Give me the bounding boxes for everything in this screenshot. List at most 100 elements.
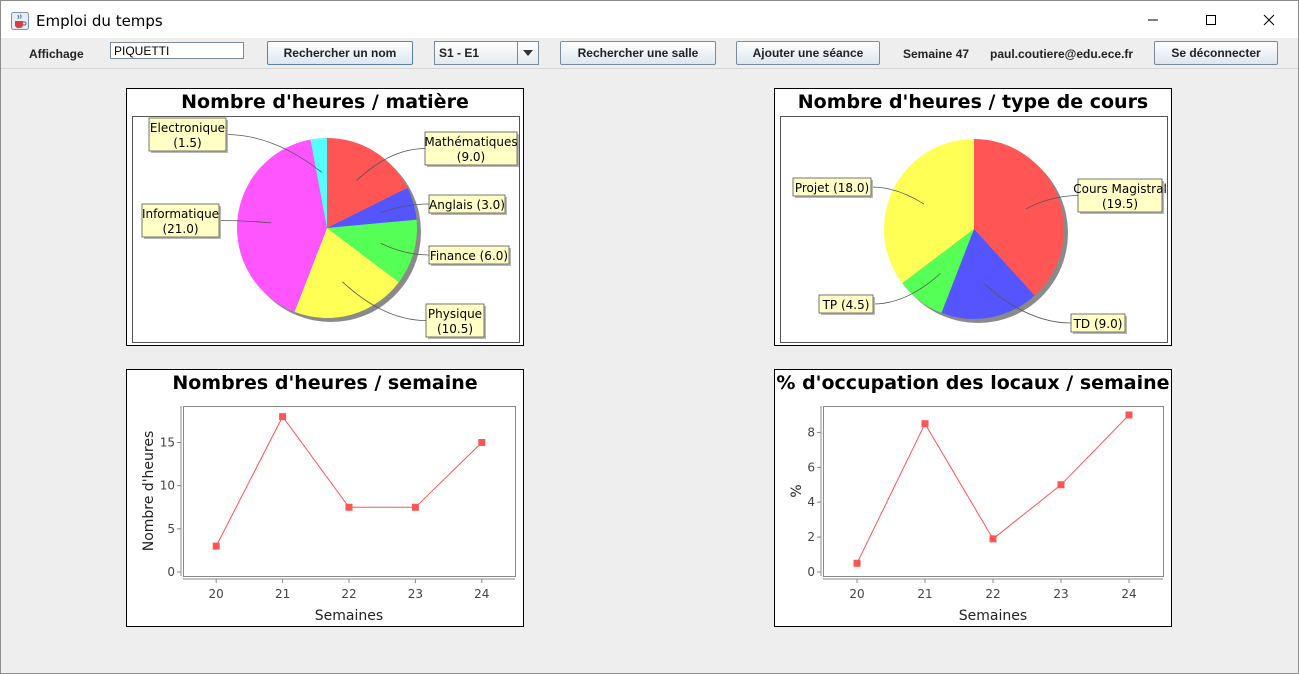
search-name-button[interactable]: Rechercher un nom	[267, 41, 413, 65]
label-link-tp	[872, 273, 941, 305]
pie-slice-projet	[883, 139, 974, 284]
data-point	[1125, 411, 1133, 419]
user-email: paul.coutiere@edu.ece.fr	[990, 47, 1134, 61]
search-room-button[interactable]: Rechercher une salle	[560, 41, 716, 65]
minimize-icon	[1148, 19, 1158, 20]
label-link-informatique	[218, 220, 272, 224]
data-point	[478, 439, 486, 447]
chart-title: Nombre d'heures / matière	[181, 91, 469, 113]
chart-hours-by-course-type: Nombre d'heures / type de cours Cours Ma…	[774, 88, 1172, 346]
label-link-td	[984, 283, 1072, 324]
slice-value-label: (10.5)	[437, 322, 473, 336]
window-title: Emploi du temps	[36, 12, 163, 30]
x-tick-label: 24	[1121, 587, 1136, 601]
label-box-physique	[425, 303, 485, 338]
slice-name-label: Cours Magistral	[1073, 182, 1167, 196]
chart-hours-per-week: Nombres d'heures / semaine 0 5 10 15 20 21 22 2…	[126, 369, 524, 627]
plot-area	[823, 406, 1164, 577]
slice-name-label: Physique	[428, 307, 482, 321]
chart-title: Nombres d'heures / semaine	[172, 372, 478, 394]
data-point	[1057, 481, 1065, 489]
x-tick-label: 20	[849, 587, 864, 601]
pie-slice-anglais	[327, 187, 417, 228]
y-tick-label: 0	[167, 565, 175, 579]
label-link-anglais	[380, 203, 430, 214]
pie-slice-electronique	[310, 138, 327, 228]
x-tick-label: 22	[985, 587, 1000, 601]
slice-value-label: (19.5)	[1102, 197, 1138, 211]
pie-slice-physique	[294, 228, 399, 318]
y-tick-label: 6	[807, 460, 815, 474]
label-box-finance	[428, 245, 510, 265]
name-search-input[interactable]	[110, 42, 244, 59]
line-chart-hours: 0 5 10 15 20 21 22 23 24 Semaines Nombre d'heures	[141, 406, 516, 624]
slice-label: Finance (6.0)	[430, 249, 508, 263]
y-tick-label: 2	[807, 530, 815, 544]
slice-name-label: Mathématiques	[424, 135, 517, 149]
pie-chart-course-types: Cours Magistral(19.5) TD (9.0) TP (4.5) Pro…	[780, 116, 1168, 343]
plot-area	[183, 406, 516, 577]
x-tick-label: 21	[275, 587, 290, 601]
chart-hours-by-subject: Nombre d'heures / matière Mathématiques(…	[126, 88, 524, 346]
y-axis-title: Nombre d'heures	[141, 431, 157, 552]
label-link-projet	[870, 186, 925, 205]
slice-label: Anglais (3.0)	[429, 198, 505, 212]
data-point	[411, 503, 419, 511]
x-tick-label: 20	[209, 587, 224, 601]
label-link-mathematiques	[356, 148, 426, 181]
data-point	[279, 413, 287, 421]
pie-slice-tp	[902, 229, 974, 313]
slice-label: TP (4.5)	[822, 298, 870, 312]
java-coffee-icon	[11, 12, 29, 30]
label-box-td	[1070, 313, 1126, 333]
maximize-button[interactable]	[1182, 1, 1240, 38]
group-select-value: S1 - E1	[439, 46, 480, 60]
maximize-icon	[1206, 14, 1216, 25]
pie-slice-cours-magistral	[974, 139, 1064, 296]
logout-button[interactable]: Se déconnecter	[1154, 41, 1278, 65]
label-box-mathematiques	[424, 131, 518, 166]
label-box-cours-magistral	[1077, 178, 1163, 213]
y-tick-label: 15	[160, 436, 175, 450]
x-tick-label: 23	[1053, 587, 1068, 601]
label-link-cours-magistral	[1025, 195, 1079, 210]
x-tick-label: 23	[408, 587, 423, 601]
y-tick-label: 8	[807, 425, 815, 439]
data-point	[989, 535, 997, 543]
x-tick-label: 22	[341, 587, 356, 601]
label-box-tp	[818, 294, 874, 314]
data-point	[212, 542, 220, 550]
chevron-down-icon	[523, 50, 533, 56]
y-axis-title: %	[789, 484, 805, 497]
display-label: Affichage	[29, 47, 84, 61]
slice-value-label: (21.0)	[162, 222, 198, 236]
data-point	[921, 420, 929, 428]
pie-slice-finance	[327, 219, 418, 283]
pie-chart-subjects: Mathématiques(9.0) Anglais (3.0) Finance (…	[132, 116, 520, 343]
x-axis-title: Semaines	[315, 608, 383, 624]
label-box-projet	[792, 177, 872, 197]
slice-label: Projet (18.0)	[795, 181, 869, 195]
slice-name-label: Electronique	[150, 121, 225, 135]
x-tick-label: 21	[917, 587, 932, 601]
y-tick-label: 4	[807, 495, 815, 509]
group-select-arrow[interactable]	[517, 42, 538, 64]
chart-title: % d'occupation des locaux / semaine	[776, 372, 1170, 394]
slice-label: TD (9.0)	[1073, 317, 1123, 331]
add-session-button[interactable]: Ajouter une séance	[736, 41, 880, 65]
close-button[interactable]	[1240, 1, 1298, 38]
slice-name-label: Informatique	[142, 207, 219, 221]
group-select[interactable]: S1 - E1	[434, 41, 539, 65]
slice-value-label: (1.5)	[173, 136, 201, 150]
label-box-electronique	[148, 117, 227, 152]
minimize-button[interactable]	[1124, 1, 1182, 38]
label-link-physique	[342, 281, 427, 321]
toolbar: Affichage Rechercher un nom S1 - E1 Rech…	[1, 38, 1298, 69]
pie-slice-mathematiques	[327, 138, 408, 228]
label-box-anglais	[428, 194, 506, 214]
x-axis-title: Semaines	[959, 608, 1027, 624]
label-box-informatique	[141, 203, 220, 238]
